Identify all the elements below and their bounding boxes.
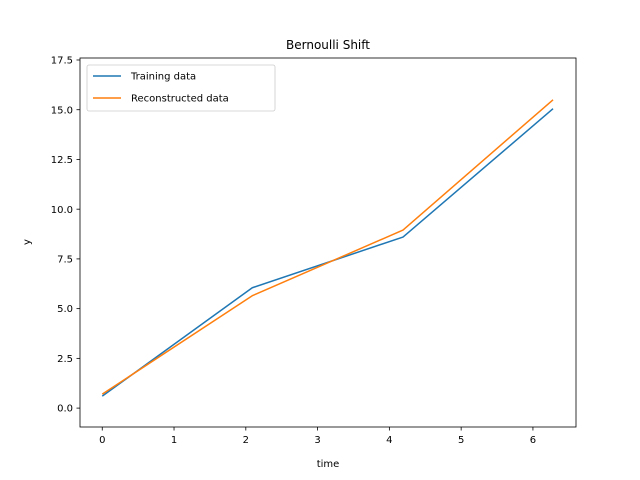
y-tick-label: 12.5 [51,155,73,166]
series-line-2 [101,99,554,395]
x-tick-label: 6 [530,435,536,446]
x-tick-label: 1 [171,435,177,446]
plot-area [79,57,577,428]
x-tick-label: 5 [458,435,464,446]
legend-label: Training data [130,72,196,83]
x-tick-label: 3 [314,435,320,446]
y-tick-label: 10.0 [51,205,73,216]
x-tick-label: 2 [243,435,249,446]
y-tick-label: 0.0 [57,404,73,415]
legend-label: Reconstructed data [131,94,229,105]
legend: Training data Reconstructed data [86,64,276,112]
y-tick-label: 2.5 [57,354,73,365]
y-tick-label: 17.5 [51,56,73,67]
y-tick-label: 7.5 [57,255,73,266]
x-axis-label: time [317,459,340,470]
legend-box [86,64,276,112]
plot-frame [79,57,577,428]
x-tick-label: 4 [386,435,392,446]
y-tick-label: 15.0 [51,105,73,116]
x-axis: 0 1 2 3 4 5 6 [99,427,536,446]
series-layer [101,99,554,397]
y-axis: 0.0 2.5 5.0 7.5 10.0 12.5 15.0 17.5 [51,56,80,415]
y-axis-label: y [22,239,33,245]
plot-background [80,58,576,427]
x-tick-label: 0 [99,435,105,446]
chart-title: Bernoulli Shift [286,38,370,52]
y-tick-label: 5.0 [57,304,73,315]
